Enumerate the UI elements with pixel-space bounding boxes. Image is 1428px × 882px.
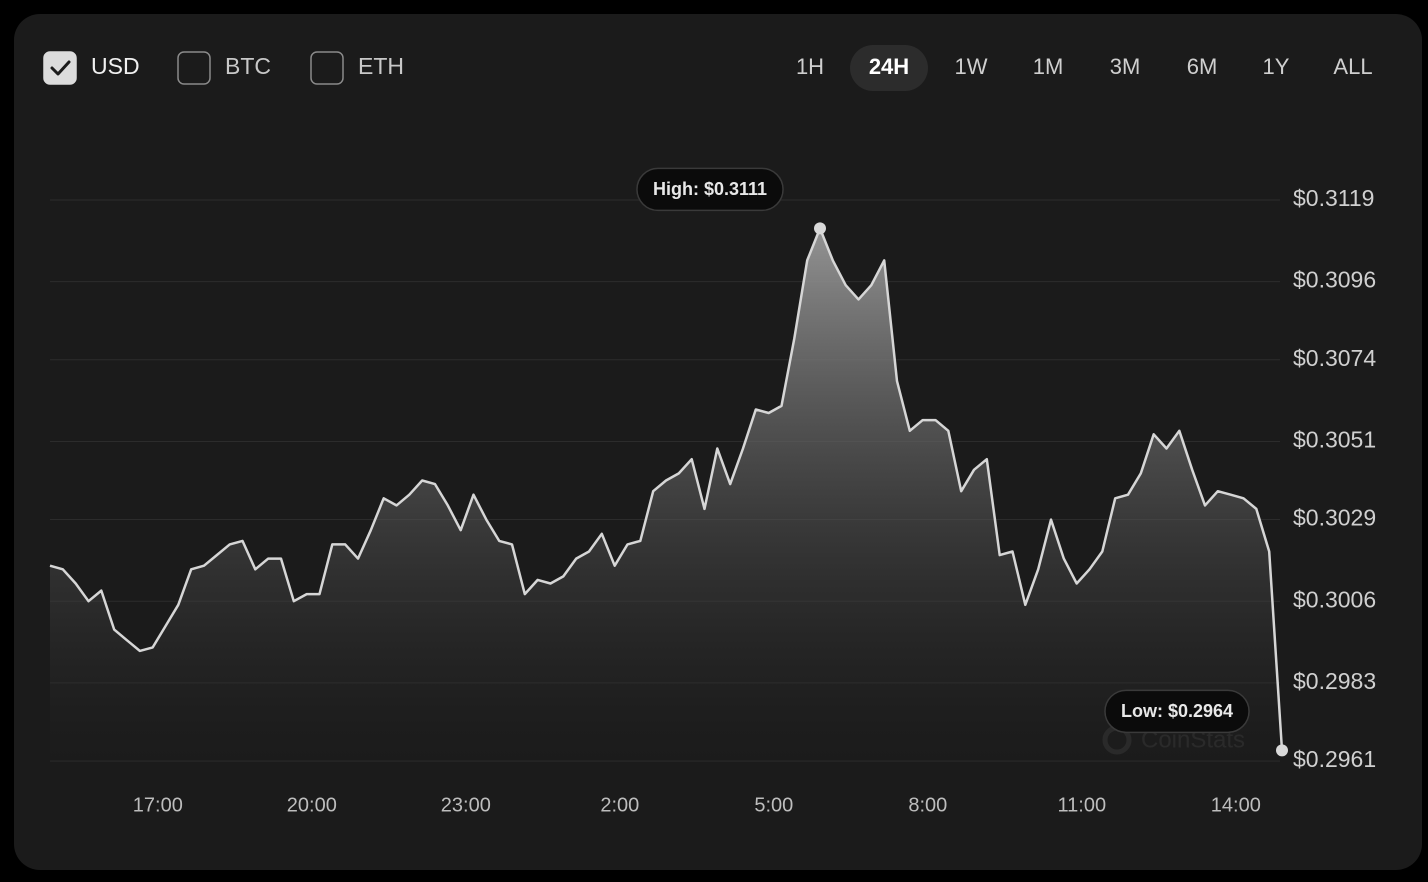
- range-label[interactable]: 1H: [796, 54, 824, 79]
- x-tick-label: 2:00: [600, 794, 639, 816]
- annotation-point: [1276, 744, 1288, 757]
- line: [49, 227, 1284, 751]
- y-tick-label: $0.3029: [1293, 505, 1376, 531]
- y-tick-label: $0.2983: [1293, 668, 1376, 694]
- range-label[interactable]: 6M: [1187, 54, 1218, 79]
- y-tick-label: $0.2961: [1293, 746, 1376, 772]
- range-label[interactable]: 24H: [869, 54, 909, 79]
- range-button[interactable]: ALL: [1333, 54, 1372, 79]
- range-button[interactable]: 1H: [796, 54, 824, 79]
- y-tick-label: $0.3096: [1293, 267, 1376, 293]
- x-tick-label: 14:00: [1211, 794, 1261, 816]
- range-label[interactable]: 1W: [955, 54, 988, 79]
- range-label[interactable]: ALL: [1333, 54, 1372, 79]
- annotation-bg: [1104, 689, 1250, 734]
- y-tick-label: $0.3006: [1293, 586, 1376, 612]
- plot: $0.3119 $0.3096 $0.3074 $0.3051 $0.3029 $0.30…: [49, 167, 1376, 816]
- range-label[interactable]: 1M: [1033, 54, 1064, 79]
- x-tick-label: 11:00: [1058, 794, 1107, 816]
- x-tick-label: 8:00: [908, 794, 947, 816]
- currency-label[interactable]: BTC: [225, 53, 271, 79]
- annotation-label: High: $0.3111: [653, 179, 767, 199]
- area: [50, 228, 1282, 761]
- controls: USD BTC ETH 1H 24H 1W 1M 3M 6M 1Y ALL: [43, 45, 1373, 91]
- currency-checkbox[interactable]: BTC: [177, 51, 271, 85]
- range-label[interactable]: 3M: [1110, 54, 1141, 79]
- range-button[interactable]: 6M: [1187, 54, 1218, 79]
- x-tick-label: 20:00: [287, 794, 337, 816]
- range-button[interactable]: 3M: [1110, 54, 1141, 79]
- range-button[interactable]: 24H: [850, 45, 928, 91]
- y-tick-label: $0.3051: [1293, 427, 1376, 453]
- x-tick-label: 17:00: [133, 794, 183, 816]
- range-button[interactable]: 1W: [955, 54, 988, 79]
- currency-label[interactable]: USD: [91, 53, 140, 79]
- x-tick-label: 23:00: [441, 794, 491, 816]
- range-button-bg[interactable]: [850, 45, 928, 91]
- range-button[interactable]: 1Y: [1263, 54, 1290, 79]
- check-mark: [50, 60, 71, 76]
- checkbox[interactable]: [43, 51, 77, 85]
- y-tick-label: $0.3119: [1293, 185, 1374, 211]
- range-label[interactable]: 1Y: [1263, 54, 1290, 79]
- currency-label[interactable]: ETH: [358, 53, 404, 79]
- y-tick-label: $0.3074: [1293, 345, 1376, 371]
- annotation-bg: [636, 167, 784, 212]
- annotation: Low: $0.2964: [1104, 689, 1250, 734]
- range-button[interactable]: 1M: [1033, 54, 1064, 79]
- checkbox[interactable]: [310, 51, 344, 85]
- annotation-point: [814, 222, 826, 235]
- annotation: High: $0.3111: [636, 167, 784, 212]
- x-tick-label: 5:00: [754, 794, 793, 816]
- checkbox[interactable]: [177, 51, 211, 85]
- currency-checkbox[interactable]: USD: [43, 51, 140, 85]
- currency-checkbox[interactable]: ETH: [310, 51, 404, 85]
- annotation-label: Low: $0.2964: [1121, 701, 1233, 721]
